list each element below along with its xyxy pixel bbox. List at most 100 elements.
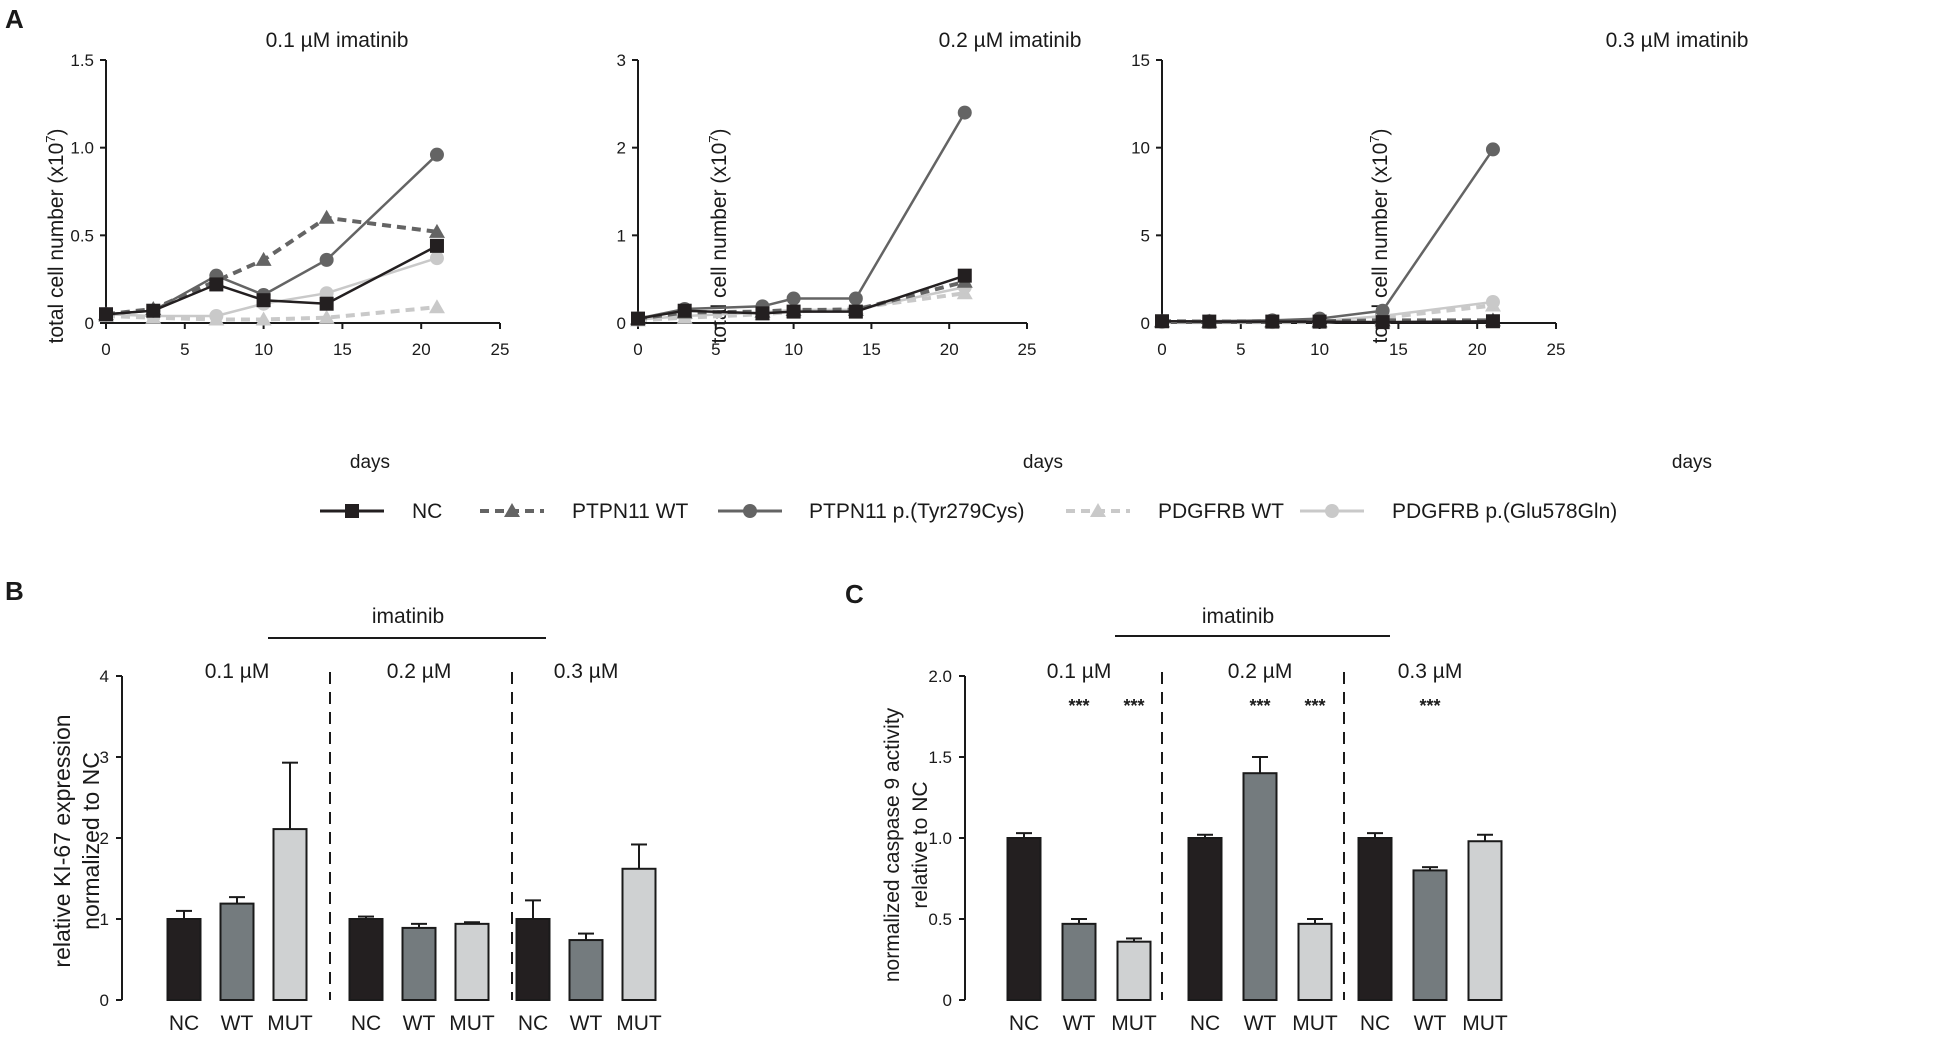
series-line	[105, 256, 438, 318]
y-tick-label: 0.5	[928, 910, 952, 929]
y-tick-label: 2	[617, 139, 626, 158]
legend-swatch	[1300, 504, 1364, 518]
bar-nc	[1357, 837, 1393, 1001]
bar-group: NC WT MUT	[166, 761, 313, 1035]
series-line	[1161, 319, 1494, 324]
y-tick-label: 4	[100, 667, 109, 686]
category-label: MUT	[1111, 1012, 1157, 1035]
series-nc	[631, 268, 972, 326]
category-label: MUT	[1462, 1012, 1508, 1035]
panel-label-a: A	[5, 4, 24, 34]
y-tick-label: 2.0	[928, 667, 952, 686]
line-chart-0p1um: 0.1 µM imatinib total cell number (x107)…	[43, 29, 509, 473]
bar-nc	[166, 918, 202, 1001]
data-point	[146, 303, 161, 318]
series-nc	[1155, 314, 1500, 330]
category-label: NC	[1190, 1012, 1220, 1035]
category-label: MUT	[267, 1012, 313, 1035]
series-ptpn11-p-tyr279cys	[1155, 142, 1500, 329]
series-ptpn11-p-tyr279cys	[99, 147, 444, 322]
category-label: NC	[1360, 1012, 1390, 1035]
legend-marker	[1325, 504, 1339, 518]
y-tick-label: 0	[617, 314, 626, 333]
y-tick-label: 0.5	[70, 226, 94, 245]
category-label: MUT	[616, 1012, 662, 1035]
x-tick-label: 15	[1389, 340, 1408, 359]
group-label-0p2: 0.2 µM	[387, 660, 452, 683]
bar-mut	[621, 867, 657, 1002]
x-tick-label: 15	[862, 340, 881, 359]
data-point	[631, 311, 645, 326]
data-point	[255, 311, 272, 326]
chart-title: 0.2 µM imatinib	[939, 29, 1082, 52]
x-tick-label: 10	[784, 340, 803, 359]
legend-marker	[1090, 503, 1106, 517]
data-point	[209, 277, 224, 292]
bar-wt	[401, 926, 437, 1001]
x-tick-label: 5	[711, 340, 720, 359]
group-label-0p3: 0.3 µM	[1398, 660, 1463, 683]
legend-label: PTPN11 p.(Tyr279Cys)	[809, 500, 1025, 523]
x-tick-label: 10	[1310, 340, 1329, 359]
legend-swatch	[480, 503, 544, 517]
data-point	[429, 147, 444, 162]
chart-title: 0.3 µM imatinib	[1606, 29, 1749, 52]
data-point	[429, 238, 444, 253]
x-tick-label: 0	[1157, 340, 1166, 359]
line-chart-0p3um: 0.3 µM imatinib total cell number (x107)…	[1131, 29, 1748, 473]
legend-item-ptpn11-mut: PTPN11 p.(Tyr279Cys)	[718, 500, 1025, 523]
series-line	[105, 153, 438, 316]
y-tick-label: 2	[100, 829, 109, 848]
category-label: WT	[221, 1012, 254, 1035]
data-point	[256, 293, 271, 308]
data-point	[428, 299, 445, 314]
bar-mut	[1297, 922, 1333, 1001]
x-axis-label: days	[1023, 452, 1063, 473]
bar-group: NC WT *** MUT	[1357, 696, 1508, 1035]
data-point	[319, 296, 334, 311]
y-tick-label: 0	[100, 991, 109, 1010]
data-point	[1375, 315, 1390, 330]
legend-marker	[345, 504, 359, 518]
data-point	[1312, 314, 1327, 329]
bar-mut	[454, 922, 490, 1001]
data-point	[209, 308, 224, 323]
data-point	[429, 251, 444, 266]
y-tick-label: 1	[617, 226, 626, 245]
y-tick-label: 5	[1141, 226, 1150, 245]
x-tick-label: 10	[254, 340, 273, 359]
data-point	[1485, 314, 1500, 329]
y-tick-label: 0	[943, 991, 952, 1010]
data-point	[318, 309, 335, 324]
legend-marker	[504, 503, 520, 517]
x-tick-label: 0	[101, 340, 110, 359]
group-label-0p1: 0.1 µM	[205, 660, 270, 683]
y-tick-label: 0	[1141, 314, 1150, 333]
bar-group: NC WT *** MUT ***	[1006, 696, 1157, 1035]
series-line	[637, 279, 966, 321]
data-point	[1155, 314, 1169, 329]
category-label: WT	[1414, 1012, 1447, 1035]
legend-swatch	[1066, 503, 1130, 517]
bar-chart-caspase9: normalized caspase 9 activity relative t…	[881, 605, 1508, 1035]
imatinib-header: imatinib	[1202, 605, 1274, 628]
category-label: NC	[1009, 1012, 1039, 1035]
series-line	[637, 274, 966, 320]
y-axis-label-line1: relative KI-67 expression	[49, 714, 75, 967]
legend-item-ptpn11-wt: PTPN11 WT	[480, 500, 688, 523]
legend-item-pdgfrb-mut: PDGFRB p.(Glu578Gln)	[1300, 500, 1617, 523]
y-axis-label-line1: normalized caspase 9 activity	[881, 707, 904, 982]
data-point	[255, 251, 272, 266]
bar-chart-ki67: relative KI-67 expression normalized to …	[49, 605, 662, 1035]
bar-mut	[1467, 840, 1503, 1001]
bar-wt	[1412, 869, 1448, 1002]
category-label: NC	[169, 1012, 199, 1035]
legend: NC PTPN11 WT PTPN11 p.(Tyr279Cys) PDGFRB…	[320, 500, 1617, 523]
legend-label: PDGFRB WT	[1158, 500, 1284, 523]
data-point	[848, 291, 863, 306]
data-point	[786, 304, 801, 319]
x-tick-label: 5	[180, 340, 189, 359]
series-line	[105, 215, 438, 317]
chart-title: 0.1 µM imatinib	[266, 29, 409, 52]
bar-mut	[1116, 940, 1152, 1001]
